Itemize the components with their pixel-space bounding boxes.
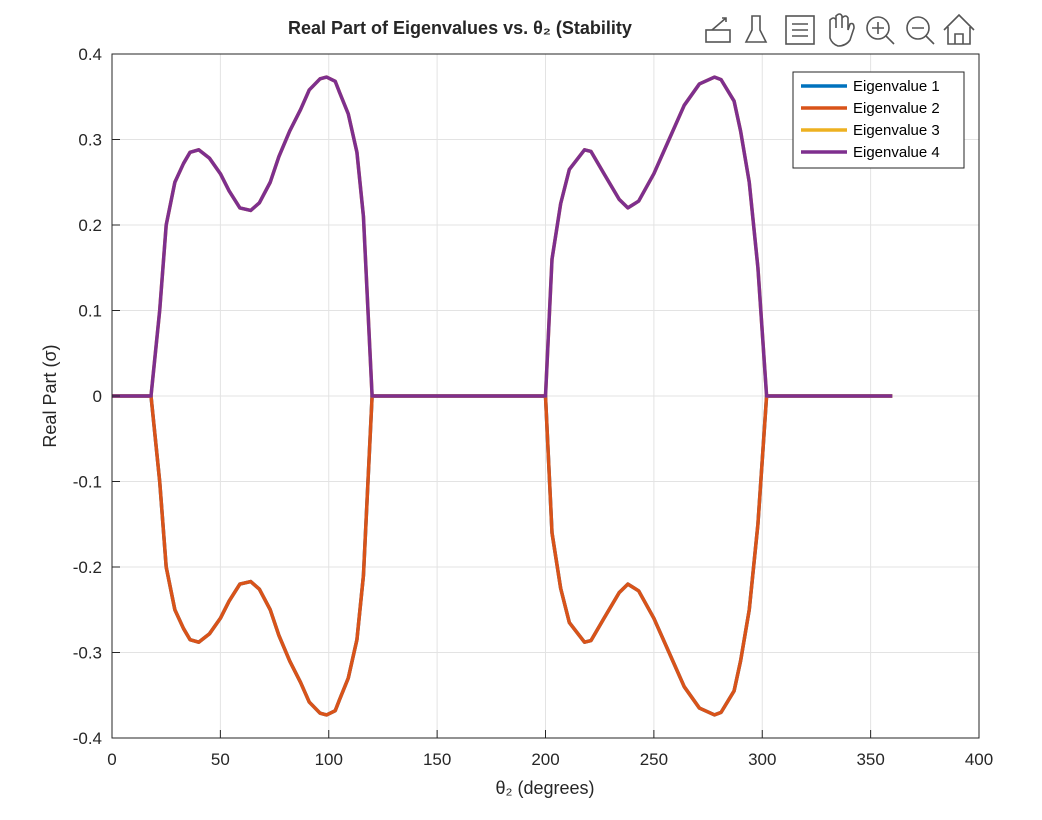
zoom-out-icon[interactable] <box>906 16 935 45</box>
x-tick-label: 100 <box>315 750 343 769</box>
x-tick-label: 0 <box>107 750 116 769</box>
series-line <box>112 394 893 717</box>
pan-icon[interactable] <box>829 13 855 47</box>
ticks: 0 50 100 150 200 250 300 350 400 -0.4 -0.3 -0.2 -0.1… <box>73 45 993 769</box>
toolbar-bg <box>700 12 980 48</box>
legend-label: Eigenvalue 3 <box>853 122 940 139</box>
y-tick-label: 0.2 <box>78 216 102 235</box>
legend-label: Eigenvalue 4 <box>853 144 940 161</box>
y-tick-label: 0.1 <box>78 302 102 321</box>
x-tick-label: 250 <box>640 750 668 769</box>
y-tick-label: -0.4 <box>73 729 102 748</box>
x-tick-label: 300 <box>748 750 776 769</box>
x-tick-label: 350 <box>856 750 884 769</box>
y-tick-label: -0.1 <box>73 473 102 492</box>
chart-title: Real Part of Eigenvalues vs. θ₂ (Stabili… <box>288 18 632 38</box>
home-icon[interactable] <box>943 13 975 45</box>
y-tick-label: -0.2 <box>73 558 102 577</box>
datatip-icon[interactable] <box>785 15 815 45</box>
y-tick-label: 0.4 <box>78 45 102 64</box>
plot-lines <box>112 75 893 717</box>
y-tick-label: 0 <box>93 387 102 406</box>
x-tick-label: 400 <box>965 750 993 769</box>
x-tick-label: 200 <box>531 750 559 769</box>
legend-label: Eigenvalue 1 <box>853 78 940 95</box>
x-tick-label: 150 <box>423 750 451 769</box>
export-icon[interactable] <box>705 17 731 43</box>
x-tick-label: 50 <box>211 750 230 769</box>
y-axis-label: Real Part (σ) <box>40 344 60 447</box>
toolbar <box>700 12 980 48</box>
y-tick-label: 0.3 <box>78 131 102 150</box>
legend: Eigenvalue 1 Eigenvalue 2 Eigenvalue 3 Eige… <box>792 71 965 169</box>
zoom-in-icon[interactable] <box>866 16 895 45</box>
x-axis-label: θ₂ (degrees) <box>495 778 594 798</box>
brush-icon[interactable] <box>744 15 768 43</box>
y-tick-label: -0.3 <box>73 644 102 663</box>
series-line <box>112 75 893 398</box>
legend-label: Eigenvalue 2 <box>853 100 940 117</box>
